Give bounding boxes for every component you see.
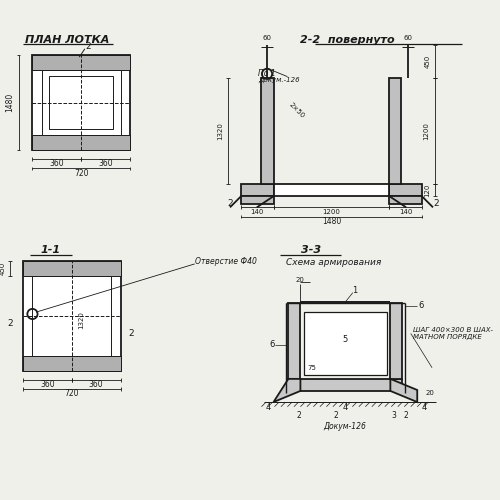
Bar	[32, 56, 130, 150]
Text: 1200: 1200	[424, 122, 430, 140]
Polygon shape	[274, 379, 300, 402]
Bar	[42, 70, 120, 135]
Text: Схема армирования: Схема армирования	[286, 258, 382, 266]
Text: 75: 75	[307, 365, 316, 371]
Bar	[274, 184, 390, 196]
Text: 2: 2	[129, 329, 134, 338]
Bar	[23, 356, 120, 370]
Text: 450: 450	[424, 54, 430, 68]
Text: 450: 450	[0, 262, 6, 275]
Text: 20: 20	[296, 276, 305, 282]
Text: 360: 360	[50, 160, 64, 168]
Text: 20: 20	[426, 390, 434, 396]
Text: Отверстие Ф40: Отверстие Ф40	[194, 256, 256, 266]
Bar	[32, 135, 130, 150]
Bar	[23, 261, 120, 370]
Text: 2: 2	[404, 410, 408, 420]
Text: По 1: По 1	[258, 70, 276, 78]
Text: 6: 6	[269, 340, 274, 349]
Bar	[390, 78, 402, 184]
Text: 2×50: 2×50	[288, 101, 306, 119]
Text: ПЛАН ЛОТКА: ПЛАН ЛОТКА	[24, 34, 109, 44]
Text: 2-2  повернуто: 2-2 повернуто	[300, 34, 395, 44]
Text: ШАГ 400×300 В ШАХ-
МАТНОМ ПОРЯДКЕ: ШАГ 400×300 В ШАХ- МАТНОМ ПОРЯДКЕ	[412, 327, 492, 340]
Text: 3-3: 3-3	[300, 245, 320, 255]
Text: 60: 60	[262, 34, 272, 40]
Polygon shape	[390, 196, 422, 203]
Text: 1320: 1320	[216, 122, 222, 140]
Text: 6: 6	[418, 301, 424, 310]
Text: 2: 2	[334, 410, 338, 420]
Text: 140: 140	[250, 209, 264, 215]
Text: 2: 2	[86, 42, 91, 50]
Text: 1480: 1480	[6, 93, 15, 112]
Text: 1480: 1480	[322, 217, 341, 226]
Bar	[23, 261, 120, 276]
Text: 720: 720	[74, 168, 88, 177]
Text: 360: 360	[40, 380, 55, 389]
Polygon shape	[241, 196, 274, 203]
Bar	[32, 56, 130, 70]
Text: 120: 120	[424, 184, 430, 197]
Bar	[241, 184, 274, 196]
Text: 720: 720	[64, 389, 79, 398]
Bar	[304, 312, 386, 375]
Text: Докум.-126: Докум.-126	[258, 78, 300, 84]
Text: 360: 360	[89, 380, 104, 389]
Bar	[390, 184, 422, 196]
Bar	[49, 76, 113, 130]
Text: 60: 60	[404, 34, 412, 40]
Bar	[288, 379, 403, 391]
Text: 4: 4	[266, 403, 270, 412]
Text: 4: 4	[422, 403, 428, 412]
Text: 2: 2	[296, 410, 301, 420]
Text: 1: 1	[352, 286, 358, 296]
Text: 2: 2	[433, 199, 438, 208]
Text: 1200: 1200	[322, 209, 340, 215]
Text: Докум-126: Докум-126	[324, 422, 366, 430]
Bar	[390, 303, 402, 379]
Text: 4: 4	[343, 403, 348, 412]
Polygon shape	[390, 379, 417, 402]
Text: 5: 5	[343, 336, 348, 344]
Text: 140: 140	[399, 209, 412, 215]
Text: 3: 3	[392, 410, 396, 420]
Bar	[262, 78, 274, 184]
Text: 1320: 1320	[78, 312, 84, 330]
Text: 2: 2	[227, 199, 233, 208]
Text: 2: 2	[8, 318, 13, 328]
Bar	[288, 303, 300, 379]
Text: 1-1: 1-1	[41, 245, 61, 255]
Text: 360: 360	[98, 160, 113, 168]
